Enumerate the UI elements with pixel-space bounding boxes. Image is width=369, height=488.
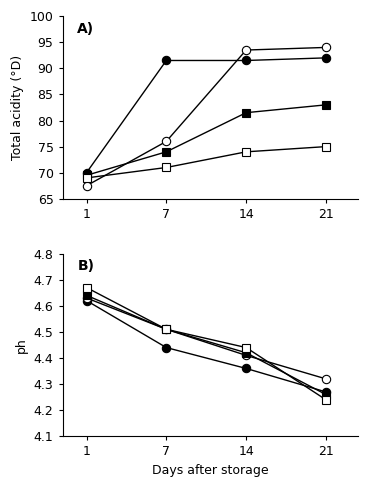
Text: B): B) <box>77 259 94 273</box>
Y-axis label: ph: ph <box>15 337 28 353</box>
Text: A): A) <box>77 21 94 36</box>
Y-axis label: Total acidity (°D): Total acidity (°D) <box>11 55 24 160</box>
X-axis label: Days after storage: Days after storage <box>152 464 269 477</box>
